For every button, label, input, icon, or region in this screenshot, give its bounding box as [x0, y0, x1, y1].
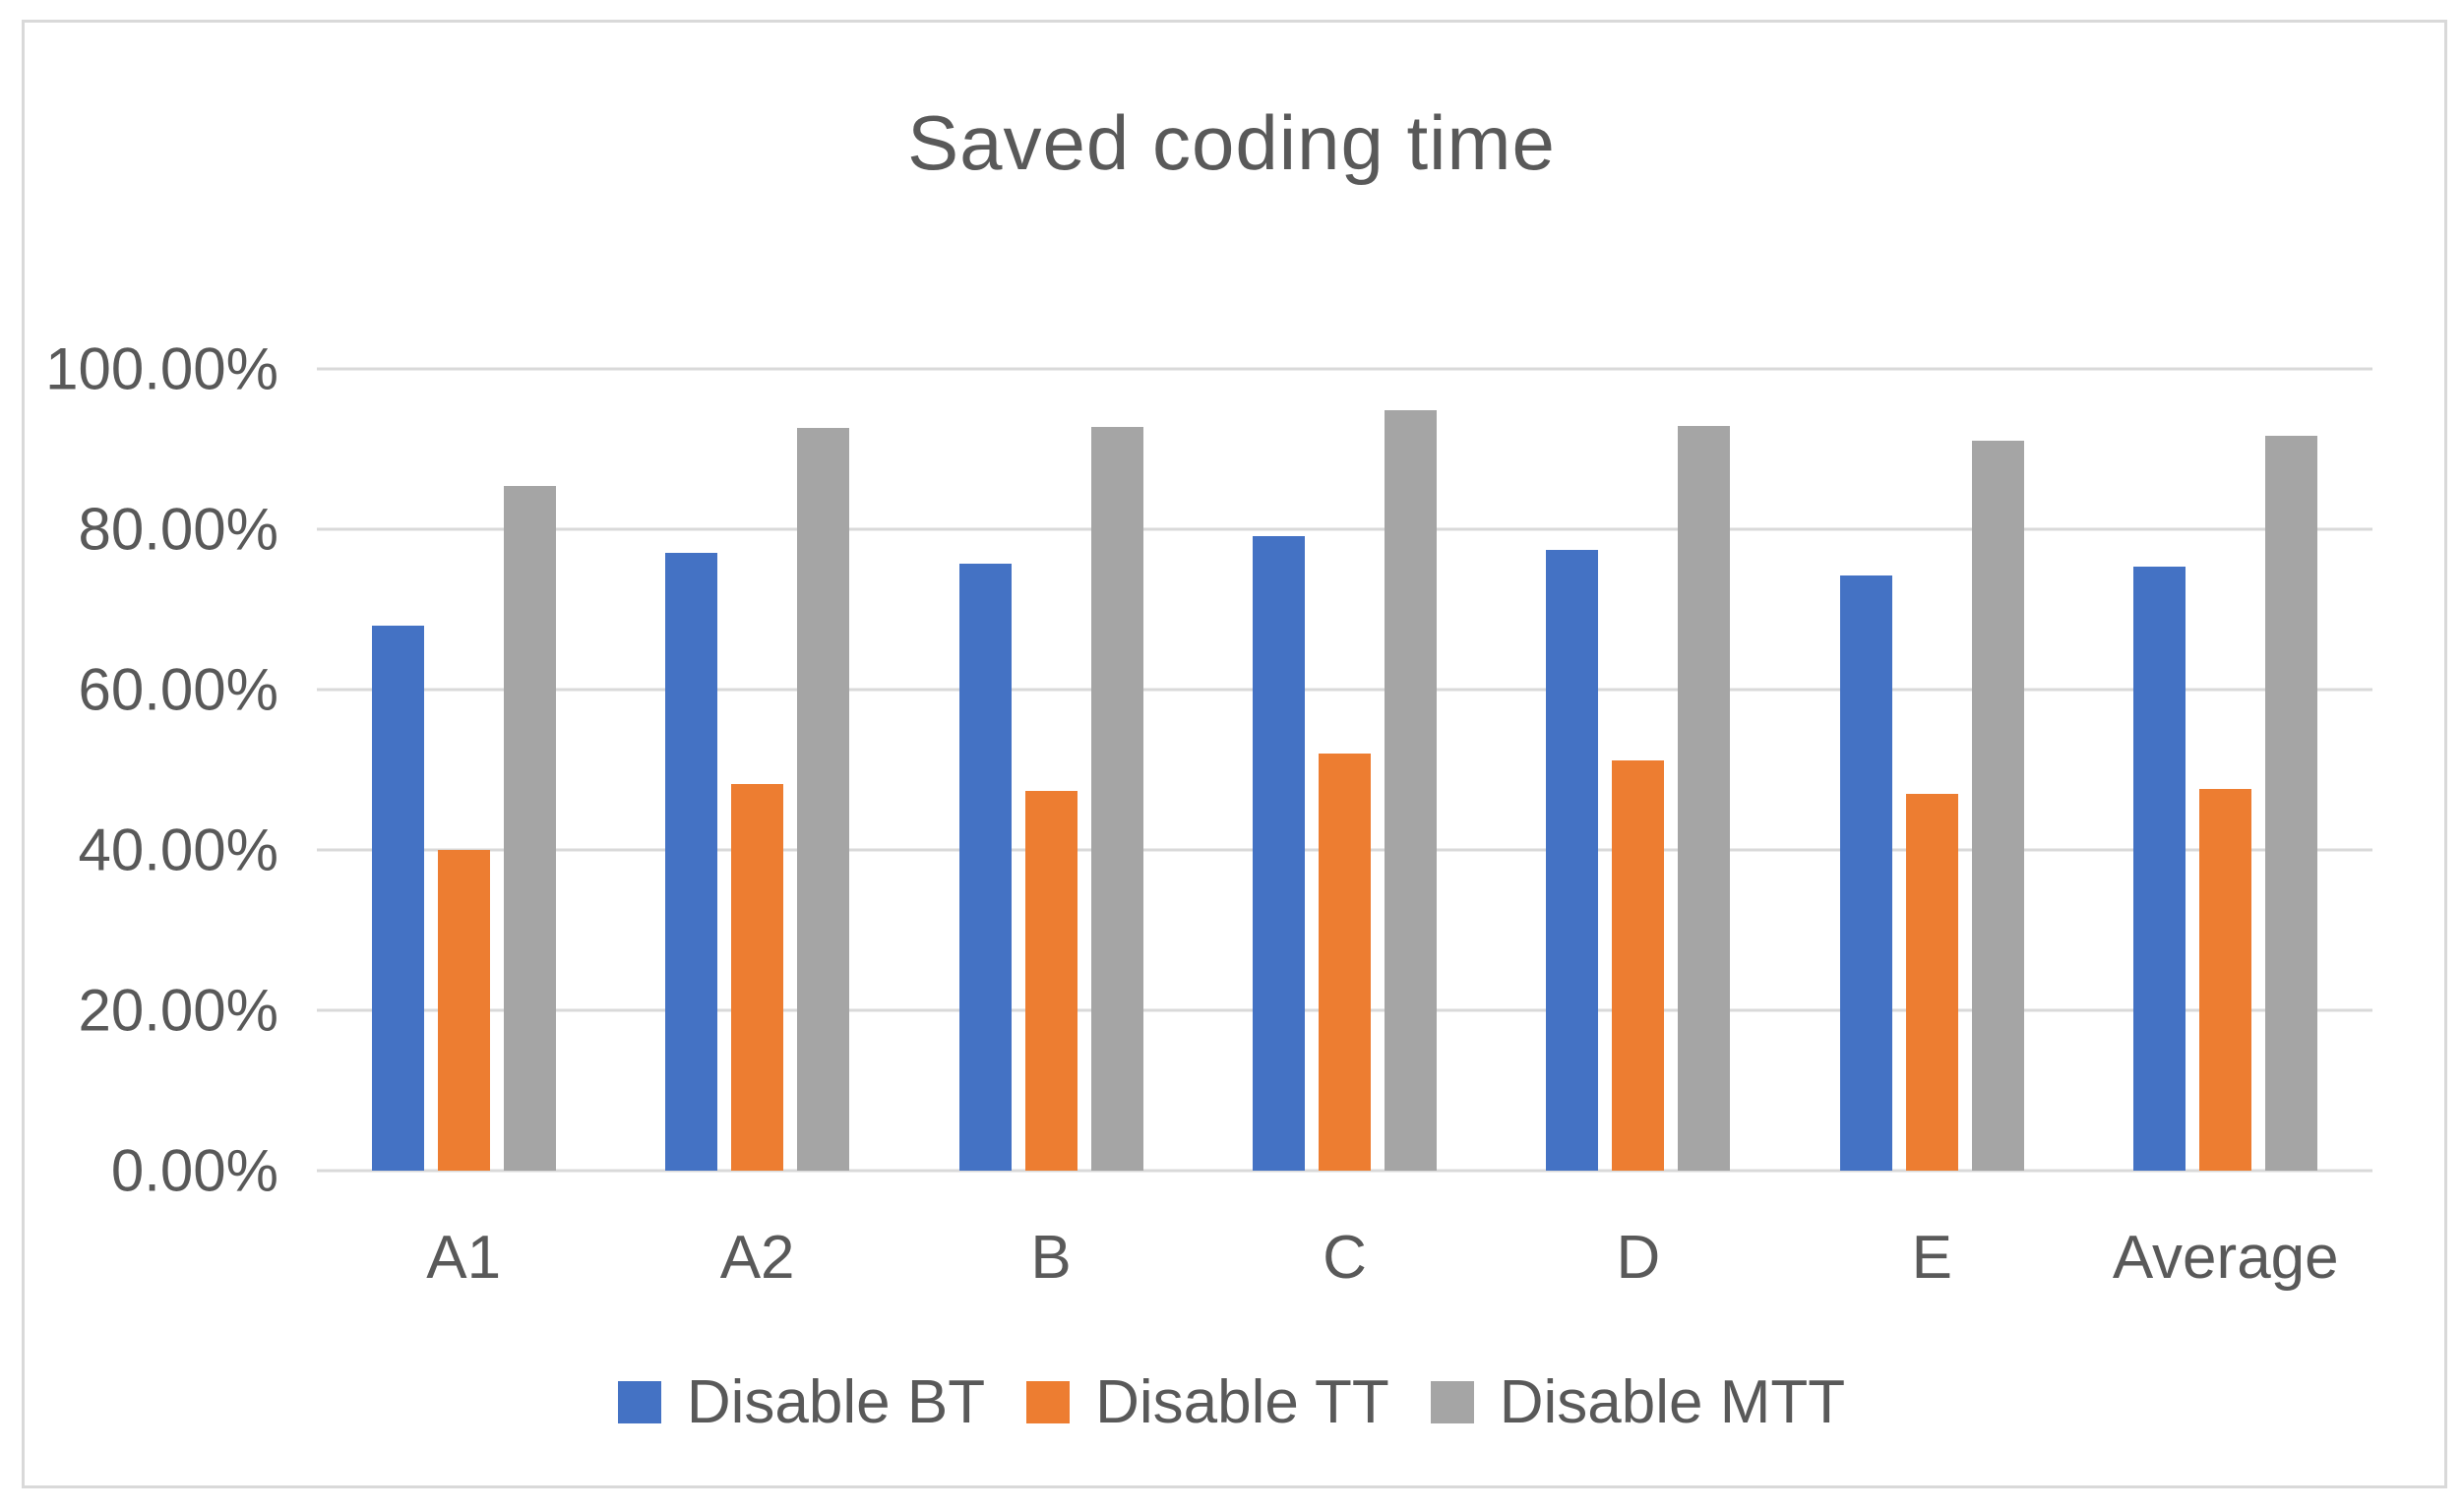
y-axis-tick-label: 20.00%: [78, 977, 279, 1044]
legend-item-disable-bt: Disable BT: [617, 1367, 986, 1437]
bar-groups-layer: [317, 369, 2372, 1171]
x-axis-category-label-average: Average: [2112, 1224, 2339, 1292]
bar-disable-bt-a1: [371, 625, 424, 1171]
bar-disable-mtt-e: [1971, 441, 2024, 1171]
gridline: [317, 367, 2372, 371]
bar-group-b: [904, 369, 1198, 1171]
bar-disable-bt-d: [1546, 550, 1599, 1171]
bar-group-d: [1492, 369, 1785, 1171]
plot-area: [317, 367, 2372, 1173]
chart-title: Saved coding time: [907, 99, 1556, 186]
legend: Disable BT Disable TT Disable MTT: [0, 1367, 2463, 1437]
bar-disable-mtt-a1: [503, 486, 556, 1171]
gridline: [317, 527, 2372, 531]
bar-disable-bt-b: [958, 564, 1012, 1171]
x-axis: A1 A2 B C D E Average: [317, 1223, 2372, 1293]
y-axis-tick-label: 40.00%: [78, 816, 279, 883]
bar-disable-bt-e: [1839, 575, 1892, 1171]
legend-label-disable-bt: Disable BT: [686, 1368, 986, 1436]
x-axis-category-label-a2: A2: [719, 1224, 795, 1292]
bar-disable-mtt-a2: [797, 428, 850, 1171]
y-axis-tick-label: 60.00%: [78, 656, 279, 723]
legend-item-disable-mtt: Disable MTT: [1430, 1367, 1846, 1437]
bar-disable-tt-a2: [731, 784, 784, 1171]
y-axis: 100.00% 80.00% 60.00% 40.00% 20.00% 0.00%: [0, 336, 279, 1204]
legend-item-disable-tt: Disable TT: [1026, 1367, 1389, 1437]
legend-marker-disable-bt: [617, 1381, 661, 1423]
bar-disable-mtt-average: [2265, 436, 2318, 1171]
gridline: [317, 1169, 2372, 1173]
bar-group-e: [1785, 369, 2078, 1171]
bar-disable-tt-e: [1905, 793, 1958, 1171]
bar-disable-bt-c: [1252, 535, 1305, 1171]
bar-disable-tt-d: [1612, 759, 1665, 1171]
bar-group-average: [2079, 369, 2372, 1171]
legend-marker-disable-mtt: [1430, 1381, 1474, 1423]
x-axis-category-label-b: B: [1030, 1224, 1072, 1292]
x-axis-category-label-a1: A1: [426, 1224, 502, 1292]
bar-disable-tt-average: [2199, 789, 2252, 1171]
bar-group-c: [1198, 369, 1491, 1171]
bar-disable-tt-b: [1024, 790, 1078, 1171]
x-axis-category-label-c: C: [1323, 1224, 1367, 1292]
bar-disable-tt-c: [1318, 754, 1371, 1171]
bar-disable-tt-a1: [437, 850, 490, 1171]
y-axis-tick-label: 100.00%: [45, 335, 278, 402]
legend-label-disable-tt: Disable TT: [1095, 1368, 1389, 1436]
bar-disable-mtt-b: [1090, 426, 1143, 1171]
x-axis-category-label-d: D: [1616, 1224, 1661, 1292]
bar-group-a1: [317, 369, 610, 1171]
bar-disable-bt-average: [2133, 567, 2186, 1171]
legend-marker-disable-tt: [1026, 1381, 1071, 1423]
y-axis-tick-label: 0.00%: [110, 1137, 278, 1204]
x-axis-category-label-e: E: [1911, 1224, 1952, 1292]
bar-disable-mtt-d: [1678, 425, 1731, 1171]
legend-label-disable-mtt: Disable MTT: [1499, 1368, 1846, 1436]
gridline: [317, 688, 2372, 692]
y-axis-tick-label: 80.00%: [78, 496, 279, 563]
bar-group-a2: [610, 369, 903, 1171]
bar-disable-bt-a2: [665, 553, 718, 1171]
bar-disable-mtt-c: [1384, 409, 1437, 1171]
